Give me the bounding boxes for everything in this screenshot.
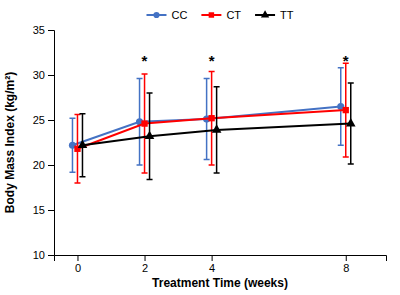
- y-tick-mark: [48, 120, 54, 121]
- legend-marker: [261, 10, 269, 17]
- marker: [145, 131, 155, 139]
- x-tick-mark: [77, 255, 78, 261]
- marker: [78, 140, 88, 148]
- legend-marker: [209, 12, 214, 17]
- x-tick-label: 2: [142, 262, 148, 274]
- y-tick-label: 20: [33, 159, 45, 171]
- legend-item: TT: [255, 9, 294, 21]
- series: [69, 68, 344, 172]
- x-tick-mark: [212, 255, 213, 261]
- x-tick: 2: [142, 255, 148, 274]
- y-tick-label: 35: [33, 24, 45, 36]
- y-tick: 15: [33, 204, 54, 216]
- annotations: * * *: [142, 52, 349, 69]
- y-tick: 35: [33, 24, 54, 36]
- series: [74, 63, 349, 183]
- legend-item: CC: [146, 9, 187, 21]
- legend-label: TT: [280, 9, 294, 21]
- y-tick-mark: [48, 30, 54, 31]
- x-tick: 4: [209, 255, 215, 274]
- marker: [208, 115, 214, 121]
- y-tick: 20: [33, 159, 54, 171]
- y-tick-mark: [48, 165, 54, 166]
- annotation: *: [142, 52, 148, 69]
- x-axis-line: [55, 256, 387, 262]
- error-bar: [74, 115, 80, 183]
- y-tick: 10: [33, 249, 54, 261]
- y-tick-label: 10: [33, 249, 45, 261]
- series: [78, 83, 356, 179]
- legend-label: CT: [226, 9, 241, 21]
- error-bar: [142, 74, 148, 173]
- x-tick-label: 4: [209, 262, 215, 274]
- error-bar: [209, 71, 215, 165]
- chart: 0 2 4 8 10 15 20 25 30 35 * * * Treatment Time (weeks…: [0, 0, 400, 295]
- y-tick-label: 30: [33, 69, 45, 81]
- error-bar: [338, 68, 344, 145]
- annotation: *: [343, 52, 349, 69]
- marker: [212, 124, 222, 132]
- legend: CC CT TT: [146, 9, 293, 21]
- y-tick-label: 25: [33, 114, 45, 126]
- legend-label: CC: [171, 9, 187, 21]
- y-tick-mark: [48, 255, 54, 256]
- x-tick-label: 0: [75, 262, 81, 274]
- annotation: *: [209, 52, 215, 69]
- x-tick-mark: [346, 255, 347, 261]
- y-axis: 10 15 20 25 30 35: [33, 24, 55, 261]
- legend-marker: [153, 12, 159, 18]
- error-bar: [69, 118, 75, 172]
- x-axis-title: Treatment Time (weeks): [152, 276, 288, 290]
- legend-item: CT: [201, 9, 241, 21]
- error-bar: [343, 63, 349, 157]
- y-tick-label: 15: [33, 204, 45, 216]
- x-tick: 8: [343, 255, 349, 274]
- marker: [343, 107, 349, 113]
- y-tick: 25: [33, 114, 54, 126]
- y-axis-title: Body Mass Index (kg/m²): [3, 72, 17, 213]
- marker: [141, 120, 147, 126]
- x-tick-mark: [145, 255, 146, 261]
- y-tick-mark: [48, 75, 54, 76]
- x-axis: 0 2 4 8: [55, 255, 387, 274]
- plot: 0 2 4 8 10 15 20 25 30 35 * * *: [33, 24, 387, 274]
- y-tick: 30: [33, 69, 54, 81]
- x-tick-label: 8: [343, 262, 349, 274]
- y-tick-mark: [48, 210, 54, 211]
- data-area: [69, 63, 356, 183]
- marker: [346, 118, 356, 126]
- y-axis-line: [48, 31, 55, 256]
- x-tick: 0: [75, 255, 81, 274]
